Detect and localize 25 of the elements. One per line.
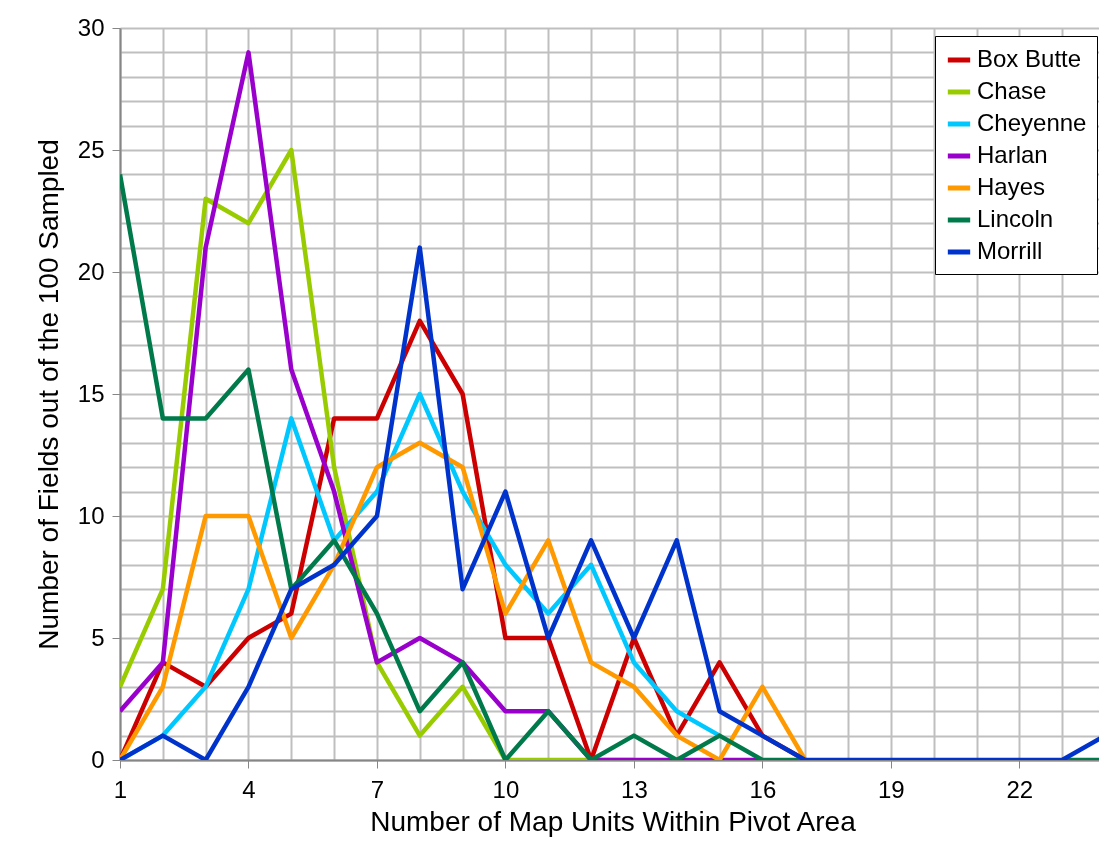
y-tick-label: 5 bbox=[91, 623, 105, 651]
x-tick-label: 13 bbox=[621, 775, 648, 803]
y-tick-label: 30 bbox=[77, 13, 105, 41]
y-tick-label: 20 bbox=[77, 257, 105, 285]
x-tick-label: 19 bbox=[878, 775, 905, 803]
line-series bbox=[120, 440, 808, 760]
legend-label: Chase bbox=[977, 77, 1047, 104]
x-tick-label: 22 bbox=[1006, 775, 1034, 803]
y-tick-label: 10 bbox=[77, 501, 105, 529]
legend-label: Hayes bbox=[977, 173, 1046, 200]
y-tick-label: 0 bbox=[91, 745, 105, 773]
legend-label: Box Butte bbox=[977, 45, 1082, 72]
x-axis-title: Number of Map Units Within Pivot Area bbox=[370, 805, 857, 837]
legend-label: Morrill bbox=[977, 237, 1043, 264]
y-tick-label: 25 bbox=[77, 135, 105, 163]
x-tick-label: 1 bbox=[113, 775, 128, 803]
legend-label: Lincoln bbox=[977, 205, 1054, 232]
y-tick-label: 15 bbox=[77, 379, 105, 407]
x-tick-label: 4 bbox=[242, 775, 256, 803]
x-tick-label: 16 bbox=[749, 775, 777, 803]
x-tick-label: 7 bbox=[370, 775, 385, 803]
y-axis-title: Number of Fields out of the 100 Sampled bbox=[32, 139, 64, 650]
x-tick-label: 10 bbox=[492, 775, 520, 803]
legend-label: Harlan bbox=[977, 141, 1048, 168]
legend-label: Cheyenne bbox=[977, 109, 1087, 136]
